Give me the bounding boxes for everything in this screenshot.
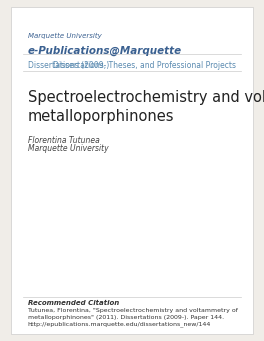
Text: e-Publications@Marquette: e-Publications@Marquette bbox=[27, 46, 182, 56]
Text: Tutunea, Florentina, "Spectroelectrochemistry and voltammetry of metalloporphino: Tutunea, Florentina, "Spectroelectrochem… bbox=[27, 308, 237, 327]
Text: Spectroelectrochemistry and voltammetry of
metalloporphinones: Spectroelectrochemistry and voltammetry … bbox=[27, 90, 264, 124]
FancyBboxPatch shape bbox=[11, 7, 253, 334]
Text: Florentina Tutunea: Florentina Tutunea bbox=[27, 136, 99, 145]
Text: Marquette University: Marquette University bbox=[27, 144, 108, 153]
Text: Marquette University: Marquette University bbox=[27, 33, 101, 39]
Text: Dissertations (2009-): Dissertations (2009-) bbox=[27, 61, 109, 70]
Text: Dissertations, Theses, and Professional Projects: Dissertations, Theses, and Professional … bbox=[53, 61, 237, 70]
Text: Recommended Citation: Recommended Citation bbox=[27, 300, 119, 306]
